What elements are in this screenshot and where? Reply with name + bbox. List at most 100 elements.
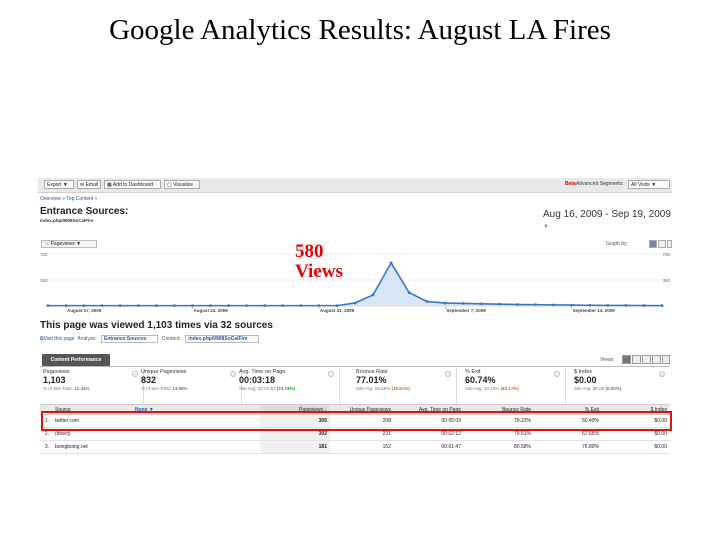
comparison-view-icon[interactable]: [652, 355, 661, 364]
help-icon[interactable]: ?: [230, 371, 236, 377]
data-point: [100, 304, 104, 308]
summary-controls: ⧉Visit this page Analyze: Entrance Sourc…: [40, 335, 262, 343]
cell-unique: 208: [330, 414, 394, 428]
metric-sub: Site Avg: 33.10% (83.17%): [465, 386, 519, 391]
metric-value: 60.74%: [465, 375, 496, 385]
data-point: [624, 304, 628, 307]
data-point: [534, 303, 537, 307]
visit-link-text: Visit this page: [43, 336, 75, 342]
data-point: [353, 301, 357, 305]
graph-by-label: Graph by:: [606, 241, 628, 247]
pivot-view-icon[interactable]: [662, 355, 670, 364]
date-range-picker[interactable]: Aug 16, 2009 - Sep 19, 2009 ▼: [543, 209, 672, 231]
help-icon[interactable]: ?: [445, 371, 451, 377]
metric-dropdown[interactable]: ∿ Pageviews ▼: [41, 240, 97, 248]
metric-value: $0.00: [574, 375, 597, 385]
data-point: [516, 303, 519, 306]
slide-title: Google Analytics Results: August LA Fire…: [109, 14, 611, 46]
pageviews-chart: 700 700 350 350 August 17, 2009 August 24, 20…: [40, 252, 670, 313]
metric-bounce-rate: Bounce Rate 77.01% Site Avg: 66.68% (15.…: [353, 368, 457, 404]
metric-label: % Exit: [465, 369, 481, 375]
cell-unique: 152: [330, 440, 394, 454]
data-point: [209, 304, 212, 308]
col-bounce-rate[interactable]: Bounce Rate: [464, 405, 534, 415]
highlight-box: [41, 411, 672, 431]
table-row: 3. boingboing.net 181 152 00:01:47 80.58…: [40, 440, 670, 454]
source-link[interactable]: boingboing.net: [52, 440, 260, 454]
data-point: [570, 303, 574, 307]
data-point: [425, 300, 429, 303]
source-link[interactable]: twitter.com: [52, 414, 260, 428]
tab-content-performance[interactable]: Content Performance: [42, 354, 110, 366]
y-tick-label-right: 350: [662, 278, 670, 283]
help-icon[interactable]: ?: [132, 371, 138, 377]
data-point: [389, 261, 393, 265]
col-index[interactable]: $ Index: [602, 405, 670, 415]
add-to-dashboard-button[interactable]: ▦ Add to Dashboard: [104, 180, 161, 189]
breadcrumb[interactable]: Overview » Top Content »: [40, 196, 98, 202]
metric-pageviews: Pageviews 1,103 % of Site Total: 12.34% …: [40, 368, 144, 404]
col-unique-pageviews[interactable]: Unique Pageviews: [330, 405, 394, 415]
graph-by-week-icon[interactable]: [658, 240, 666, 248]
help-icon[interactable]: ?: [328, 371, 334, 377]
series-line: [48, 261, 663, 307]
performance-view-icon[interactable]: [642, 355, 651, 364]
content-label: Content:: [161, 336, 181, 342]
metric-sub: Site Avg: 00:01:53 (74.74%): [239, 386, 295, 391]
graph-by-month-icon[interactable]: [667, 240, 672, 248]
row-index: 3.: [40, 440, 52, 454]
series-area: [48, 262, 662, 306]
col-avg-time[interactable]: Avg. Time on Page: [394, 405, 464, 415]
visualize-button[interactable]: ▢ Visualize: [164, 180, 200, 189]
data-point: [660, 304, 664, 308]
annotation-line-2: Views: [295, 261, 343, 282]
data-point: [371, 293, 375, 297]
data-point: [552, 303, 556, 307]
metric-value: 77.01%: [356, 375, 387, 385]
metric-dropdown-label: Pageviews ▼: [50, 241, 82, 247]
toolbar: Export ▼ ✉ Email ▦ Add to Dashboard ▢ Vi…: [38, 178, 672, 193]
cell-bounce: 80.58%: [464, 440, 534, 454]
secondary-dimension-select[interactable]: None ▼: [132, 405, 260, 415]
cell-avg-time: 00:01:47: [394, 440, 464, 454]
email-button[interactable]: ✉ Email: [77, 180, 101, 189]
content-select[interactable]: index.php/0908SoCalFire: [185, 335, 259, 343]
data-point: [136, 304, 140, 308]
export-button[interactable]: Export ▼: [44, 180, 74, 189]
metric-sub: % of Site Total: 12.34%: [43, 386, 90, 391]
report-title: Entrance Sources:: [40, 206, 129, 217]
y-tick-label-right: 700: [662, 252, 670, 257]
col-source[interactable]: Source: [52, 405, 132, 415]
data-point: [281, 304, 285, 308]
email-icon: ✉: [80, 182, 85, 188]
row-index: 1.: [40, 414, 52, 428]
data-point: [227, 304, 230, 308]
data-point: [606, 304, 610, 307]
cell-index: $0.00: [602, 440, 670, 454]
analyze-select[interactable]: Entrance Sources: [100, 335, 158, 343]
graph-by-day-icon[interactable]: [649, 240, 657, 248]
metric-value: 00:03:18: [239, 375, 276, 385]
y-tick-label: 700: [40, 252, 48, 257]
pie-view-icon[interactable]: [632, 355, 641, 364]
add-dashboard-label: Add to Dashboard: [112, 182, 154, 188]
cell-exit: 50.49%: [534, 414, 602, 428]
metric-value: 832: [141, 375, 157, 385]
data-point: [461, 302, 465, 305]
segment-select[interactable]: All Visits ▼: [628, 180, 670, 189]
data-point: [498, 302, 501, 306]
x-tick-label: September 7, 2009: [446, 308, 486, 313]
data-point: [64, 304, 68, 308]
help-icon[interactable]: ?: [659, 371, 665, 377]
table-view-icon[interactable]: [622, 355, 631, 364]
metrics-summary: Pageviews 1,103 % of Site Total: 12.34% …: [40, 368, 670, 405]
metric-label: Bounce Rate: [356, 369, 388, 375]
visualize-label: Visualize: [173, 182, 194, 188]
col-pageviews[interactable]: Pageviews ↓: [260, 405, 330, 415]
visit-page-link[interactable]: ⧉Visit this page: [40, 336, 75, 342]
help-icon[interactable]: ?: [554, 371, 560, 377]
tab-bar: Content Performance Views:: [40, 354, 670, 367]
dashboard-icon: ▦: [107, 182, 112, 188]
col-exit[interactable]: % Exit: [534, 405, 602, 415]
data-point: [317, 304, 321, 308]
